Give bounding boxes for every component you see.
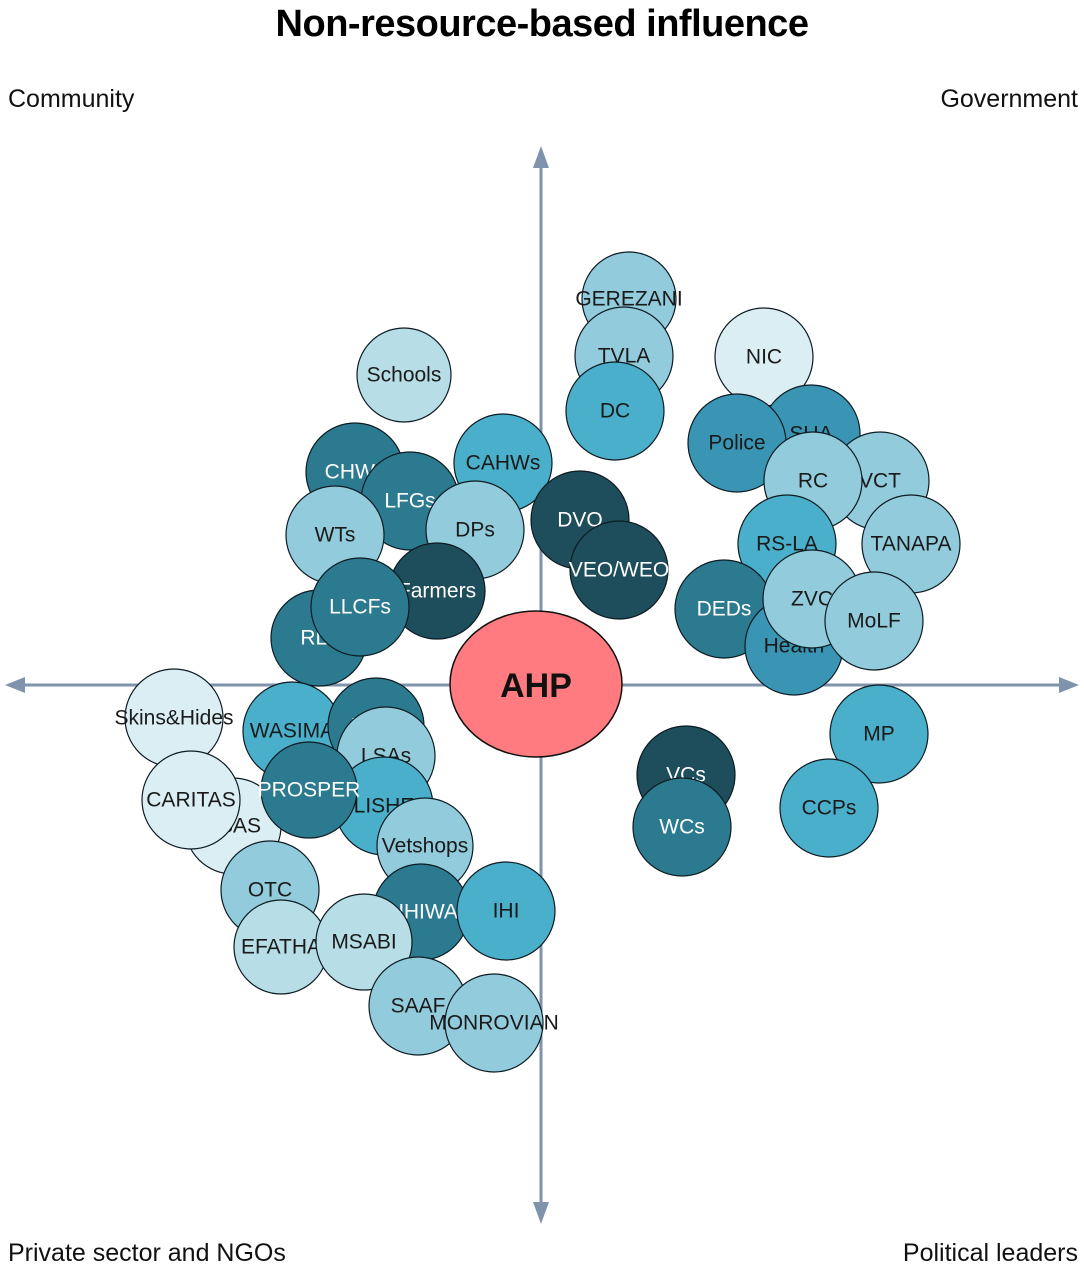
stakeholder-farmers: Farmers xyxy=(388,542,486,640)
stakeholder-mp: MP xyxy=(829,684,929,784)
stakeholder-bubble xyxy=(565,361,665,461)
arrowhead-down xyxy=(533,1202,549,1224)
stakeholder-dc: DC xyxy=(565,361,665,461)
stakeholder-label: DC xyxy=(600,400,630,423)
stakeholder-nic: NIC xyxy=(714,307,814,407)
stakeholder-caritas: CARITAS xyxy=(141,750,241,850)
stakeholder-label: DEDs xyxy=(697,598,752,621)
quadrant-label-private-sector-ngos: Private sector and NGOs xyxy=(8,1239,286,1267)
stakeholder-label: ZVC xyxy=(791,588,833,611)
stakeholder-bubble xyxy=(829,684,929,784)
stakeholder-label: LFGs xyxy=(384,490,435,513)
stakeholder-label: RC xyxy=(798,470,828,493)
stakeholder-label: Skins&Hides xyxy=(114,707,233,730)
center-label: AHP xyxy=(500,667,572,705)
quadrant-label-community: Community xyxy=(8,85,135,113)
stakeholder-veo-weo: VEO/WEO xyxy=(569,520,669,620)
stakeholder-saaf: SAAF xyxy=(368,956,468,1056)
stakeholder-label: GEREZANI xyxy=(575,288,682,311)
stakeholder-label: Police xyxy=(708,432,765,455)
stakeholder-bubble xyxy=(444,973,544,1073)
stakeholder-label: MoLF xyxy=(847,610,901,633)
stakeholder-bubble xyxy=(356,327,452,423)
stakeholder-label: EFATHA xyxy=(241,936,321,959)
stakeholder-bubble xyxy=(632,777,732,877)
stakeholder-label: IHI xyxy=(493,900,520,923)
quadrant-label-political-leaders: Political leaders xyxy=(902,1239,1078,1267)
stakeholder-police: Police xyxy=(687,393,787,493)
stakeholder-wcs: WCs xyxy=(632,777,732,877)
stakeholder-label: WCs xyxy=(659,816,705,839)
stakeholder-label: VCT xyxy=(859,470,901,493)
stakeholder-bubble xyxy=(456,861,556,961)
stakeholder-label: MSABI xyxy=(331,931,396,954)
center-node: AHP xyxy=(449,610,623,758)
stakeholder-label: WASIMA xyxy=(250,720,334,743)
stakeholder-bubble xyxy=(141,750,241,850)
stakeholder-label: Farmers xyxy=(398,580,476,603)
stakeholder-label: MP xyxy=(863,723,895,746)
stakeholder-schools: Schools xyxy=(356,327,452,423)
stakeholder-bubbles: SchoolsGEREZANITVLADCNICSUAPoliceVCTRCCH… xyxy=(114,251,961,1073)
stakeholder-label: DVO xyxy=(557,509,603,532)
stakeholder-label: Vetshops xyxy=(382,835,468,858)
stakeholder-msabi: MSABI xyxy=(315,893,413,991)
stakeholder-label: WTs xyxy=(315,524,356,547)
stakeholder-skins-and-hides: Skins&Hides xyxy=(114,668,234,768)
stakeholder-label: Schools xyxy=(367,364,442,387)
stakeholder-label: CCPs xyxy=(802,797,857,820)
stakeholder-label: VEO/WEO xyxy=(569,559,669,582)
diagram-title: Non-resource-based influence xyxy=(275,3,809,45)
stakeholder-prosper: PROSPER xyxy=(258,741,361,839)
arrowhead-up xyxy=(533,146,549,168)
stakeholder-label: OTC xyxy=(248,879,292,902)
stakeholder-label: SAAF xyxy=(391,995,446,1018)
stakeholder-label: CAHWs xyxy=(466,452,541,475)
stakeholder-bubble xyxy=(310,557,410,657)
stakeholder-label: PROSPER xyxy=(258,779,361,802)
stakeholder-molf: MoLF xyxy=(824,571,924,671)
stakeholder-bubble xyxy=(315,893,413,991)
stakeholder-efatha: EFATHA xyxy=(233,899,329,995)
center-ellipse xyxy=(449,610,623,758)
arrowhead-left xyxy=(5,677,25,693)
stakeholder-bubble xyxy=(260,741,358,839)
quadrant-label-government: Government xyxy=(940,85,1078,113)
stakeholder-label: NIC xyxy=(746,346,782,369)
stakeholder-bubble xyxy=(779,758,879,858)
stakeholder-label: LLCFs xyxy=(329,596,391,619)
stakeholder-label: TANAPA xyxy=(871,533,952,556)
stakeholder-label: CARITAS xyxy=(146,789,235,812)
stakeholder-monrovian: MONROVIAN xyxy=(429,973,559,1073)
stakeholder-llcfs: LLCFs xyxy=(310,557,410,657)
stakeholder-label: DPs xyxy=(455,519,495,542)
stakeholder-label: MONROVIAN xyxy=(429,1012,559,1035)
arrowhead-right xyxy=(1059,677,1079,693)
stakeholder-label: RS-LA xyxy=(756,533,818,556)
stakeholder-ihi: IHI xyxy=(456,861,556,961)
stakeholder-ccps: CCPs xyxy=(779,758,879,858)
stakeholder-bubble xyxy=(824,571,924,671)
stakeholder-bubble xyxy=(569,520,669,620)
